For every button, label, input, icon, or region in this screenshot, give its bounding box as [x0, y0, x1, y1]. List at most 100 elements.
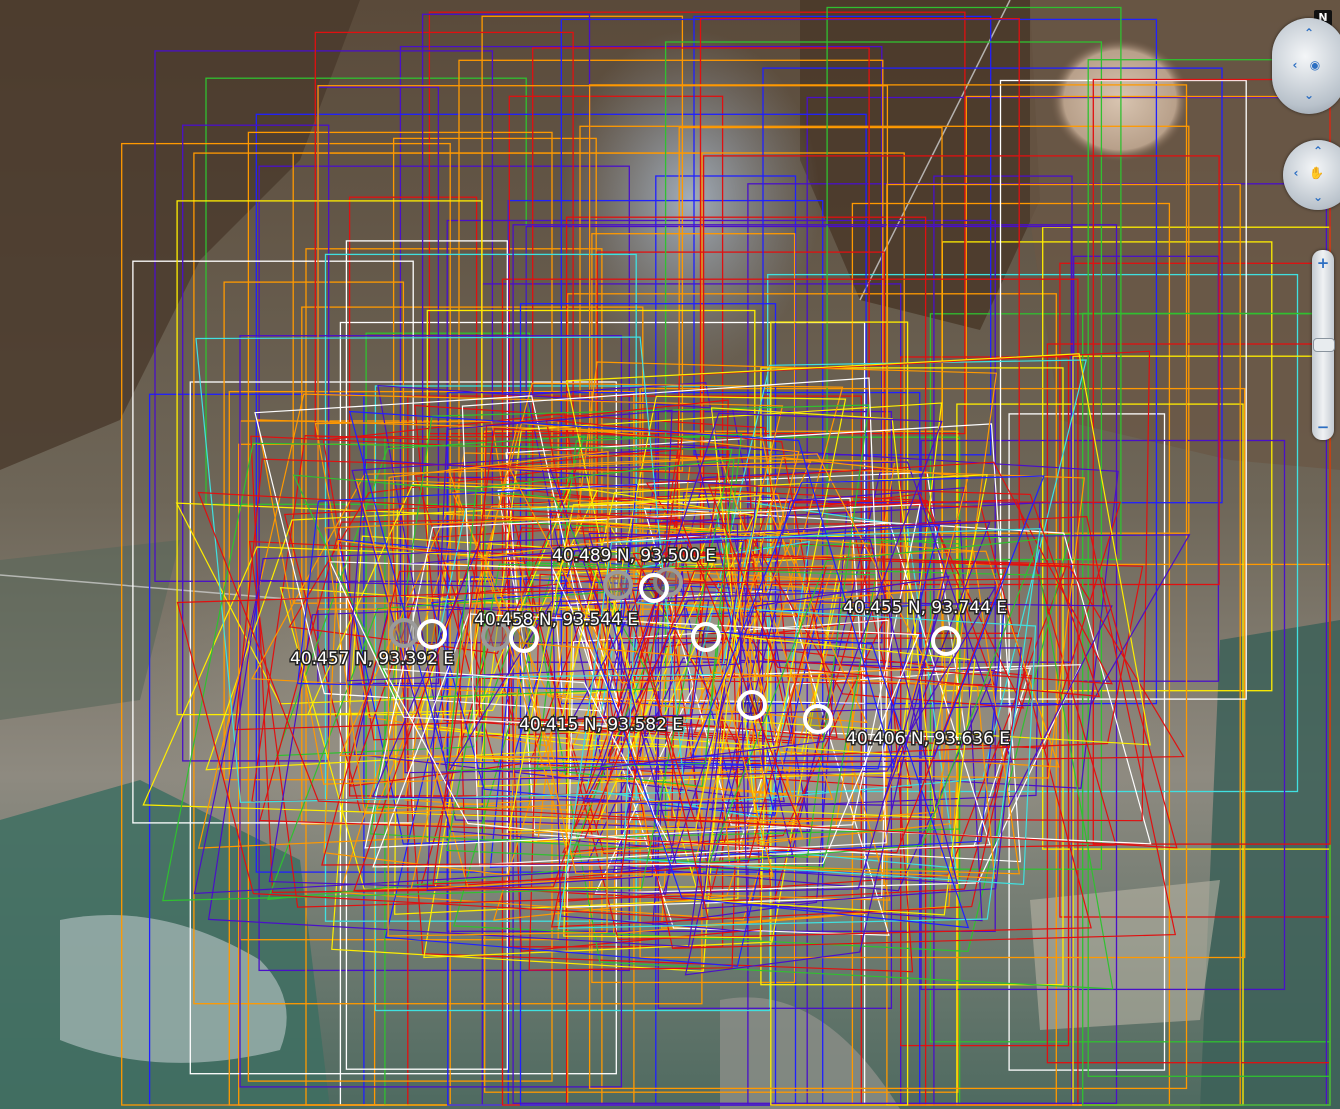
image-footprint	[275, 435, 586, 757]
image-footprint	[591, 233, 796, 984]
image-footprint	[387, 451, 609, 937]
image-footprint	[684, 487, 966, 976]
image-footprint	[426, 409, 673, 892]
image-footprint	[483, 527, 804, 855]
image-footprint	[710, 407, 937, 819]
image-footprint	[549, 461, 1013, 763]
image-footprint	[384, 576, 824, 967]
placemark-icon[interactable]	[509, 623, 539, 653]
image-footprint	[234, 458, 719, 731]
look-around-control[interactable]: ⌃ ‹ ◉ ⌄	[1272, 18, 1340, 114]
image-footprint	[512, 224, 1118, 1104]
tilt-up-icon[interactable]: ⌃	[1303, 26, 1315, 40]
image-footprint	[707, 484, 1101, 698]
placemark-label[interactable]: 40.406 N, 93.636 E	[845, 728, 1012, 751]
image-footprint	[584, 621, 970, 929]
image-footprint	[404, 452, 896, 828]
image-footprint	[920, 439, 1286, 991]
image-footprint	[586, 540, 810, 820]
placemark-label[interactable]: 40.455 N, 93.744 E	[842, 597, 1009, 620]
image-footprint	[585, 395, 847, 750]
rotate-left-icon[interactable]: ‹	[1292, 58, 1298, 72]
image-footprint	[250, 435, 771, 894]
placemark-icon[interactable]	[931, 626, 961, 656]
image-footprint	[477, 402, 943, 787]
image-footprint	[671, 350, 1151, 822]
placemark-label[interactable]: 40.415 N, 93.582 E	[518, 714, 685, 737]
image-footprint	[565, 353, 1151, 746]
hand-icon: ✋	[1309, 166, 1324, 180]
placemarks-layer: 40.489 N, 93.500 E 40.458 N, 93.544 E 40.4…	[289, 545, 1012, 751]
image-footprint	[176, 587, 709, 920]
image-footprint	[508, 494, 762, 831]
image-footprint	[583, 515, 1177, 950]
image-footprint	[999, 79, 1247, 700]
image-footprint	[520, 642, 774, 877]
image-footprint	[665, 359, 1087, 808]
image-footprint	[176, 200, 483, 716]
zoom-slider-thumb[interactable]	[1313, 338, 1335, 352]
image-footprint	[594, 664, 1082, 894]
image-footprint	[353, 602, 626, 782]
move-control[interactable]: ⌃ ‹ ✋ ⌄	[1283, 140, 1340, 210]
image-footprint	[306, 483, 599, 716]
image-footprint	[461, 377, 887, 866]
image-footprint	[632, 552, 1185, 765]
image-footprint	[142, 546, 714, 821]
move-up-icon[interactable]: ⌃	[1312, 144, 1324, 158]
image-footprint	[345, 240, 508, 1070]
image-footprint	[268, 599, 710, 895]
image-footprint	[382, 668, 670, 844]
move-left-icon[interactable]: ‹	[1293, 166, 1299, 180]
image-footprint	[207, 540, 744, 948]
image-footprint	[297, 483, 638, 691]
image-footprint	[762, 67, 1223, 504]
placemark-shadow-icon	[603, 570, 633, 600]
placemark-icon[interactable]	[803, 704, 833, 734]
image-footprint	[353, 559, 671, 892]
image-footprint	[346, 458, 759, 682]
image-footprint	[900, 356, 1070, 1047]
image-footprint	[886, 183, 1241, 1106]
image-footprint	[321, 566, 827, 866]
image-footprint	[558, 528, 1041, 929]
placemark-label[interactable]: 40.458 N, 93.544 E	[473, 609, 640, 632]
image-footprint	[712, 671, 996, 879]
image-footprint	[429, 507, 758, 679]
placemark-label[interactable]: 40.489 N, 93.500 E	[551, 545, 718, 568]
zoom-in-button[interactable]: +	[1316, 254, 1330, 272]
placemark-icon[interactable]	[691, 622, 721, 652]
image-footprint	[536, 433, 743, 787]
placemark-icon[interactable]	[639, 573, 669, 603]
image-footprint	[254, 395, 602, 712]
image-footprint	[453, 533, 1071, 953]
image-footprint	[639, 387, 1246, 959]
eye-icon: ◉	[1309, 58, 1321, 72]
image-footprint	[329, 561, 628, 728]
image-footprint-overlays	[121, 6, 1331, 1106]
image-footprint	[390, 523, 914, 973]
move-down-icon[interactable]: ⌄	[1312, 190, 1324, 204]
image-footprint	[526, 562, 1114, 990]
image-footprint	[549, 510, 749, 933]
image-footprint	[702, 155, 1220, 586]
image-footprint	[619, 577, 1178, 849]
image-footprint	[197, 393, 784, 849]
zoom-out-button[interactable]: −	[1316, 418, 1330, 436]
image-footprint	[228, 390, 635, 1106]
image-footprint	[446, 458, 735, 772]
image-footprint	[508, 453, 931, 684]
image-footprint	[372, 613, 920, 868]
image-footprint	[714, 496, 957, 869]
placemark-icon[interactable]	[417, 619, 447, 649]
tilt-down-icon[interactable]: ⌄	[1303, 88, 1315, 102]
image-footprint	[404, 535, 764, 774]
image-footprint	[458, 59, 884, 580]
placemark-icon[interactable]	[737, 690, 767, 720]
placemark-label[interactable]: 40.457 N, 93.392 E	[289, 648, 456, 671]
placemark-shadow-icon	[389, 618, 419, 648]
image-footprint	[599, 412, 943, 770]
image-footprint	[708, 538, 1041, 863]
